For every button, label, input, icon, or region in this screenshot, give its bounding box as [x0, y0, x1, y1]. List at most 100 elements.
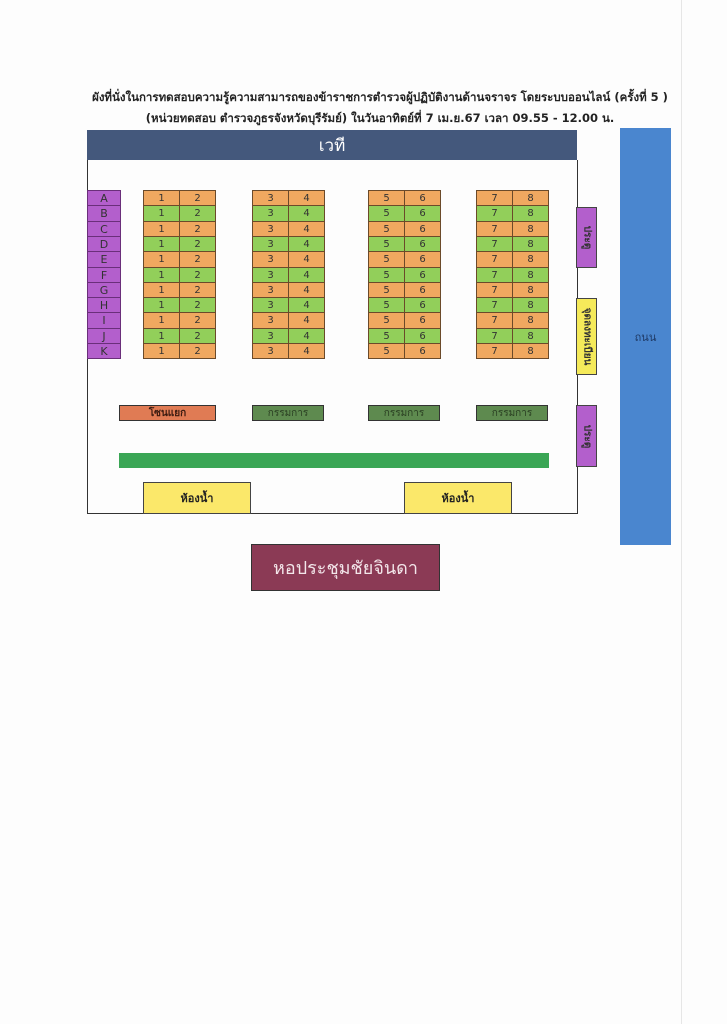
- row-label: K: [87, 343, 121, 359]
- seat: 7: [476, 221, 513, 237]
- seat: 7: [476, 190, 513, 206]
- seat: 5: [368, 343, 405, 359]
- seat: 8: [512, 267, 549, 283]
- seat: 4: [288, 282, 325, 298]
- row-label: A: [87, 190, 121, 206]
- seat: 8: [512, 282, 549, 298]
- seat: 3: [252, 312, 289, 329]
- seat: 1: [143, 282, 180, 298]
- seat: 8: [512, 236, 549, 252]
- seat: 4: [288, 190, 325, 206]
- seat: 3: [252, 190, 289, 206]
- hall-name: หอประชุมชัยจินดา: [251, 544, 440, 591]
- seat: 1: [143, 343, 180, 359]
- registration-label: จุดลงทะเบียน: [581, 307, 593, 366]
- seat: 1: [143, 267, 180, 283]
- row-label: G: [87, 282, 121, 298]
- seat: 1: [143, 221, 180, 237]
- seat: 7: [476, 297, 513, 313]
- seat: 2: [179, 282, 216, 298]
- seat: 5: [368, 328, 405, 344]
- seat: 5: [368, 190, 405, 206]
- seat: 5: [368, 251, 405, 268]
- seat: 1: [143, 190, 180, 206]
- seat: 6: [404, 221, 441, 237]
- page-edge: [681, 0, 682, 1024]
- seat: 8: [512, 251, 549, 268]
- seat: 4: [288, 221, 325, 237]
- seat: 8: [512, 190, 549, 206]
- seat: 7: [476, 267, 513, 283]
- seat: 5: [368, 236, 405, 252]
- seat: 1: [143, 251, 180, 268]
- row-label: C: [87, 221, 121, 237]
- seat: 2: [179, 267, 216, 283]
- seat: 3: [252, 297, 289, 313]
- row-label: F: [87, 267, 121, 283]
- seat: 5: [368, 221, 405, 237]
- seat: 6: [404, 343, 441, 359]
- seat: 2: [179, 205, 216, 222]
- registration-point: จุดลงทะเบียน: [576, 298, 597, 375]
- seat: 4: [288, 267, 325, 283]
- seat: 5: [368, 205, 405, 222]
- row-label: I: [87, 312, 121, 329]
- seat: 1: [143, 236, 180, 252]
- seat: 4: [288, 236, 325, 252]
- door-top-label: ประตู: [581, 225, 592, 250]
- seat: 2: [179, 251, 216, 268]
- seat: 4: [288, 343, 325, 359]
- seat: 4: [288, 205, 325, 222]
- seat: 6: [404, 312, 441, 329]
- seat: 7: [476, 205, 513, 222]
- door-bottom: ประตู: [576, 405, 597, 467]
- seat: 3: [252, 282, 289, 298]
- seat: 8: [512, 328, 549, 344]
- seat: 6: [404, 267, 441, 283]
- seat: 5: [368, 297, 405, 313]
- seat: 2: [179, 328, 216, 344]
- row-label: J: [87, 328, 121, 344]
- seat: 1: [143, 312, 180, 329]
- door-top: ประตู: [576, 207, 597, 268]
- seat: 7: [476, 328, 513, 344]
- seat: 6: [404, 328, 441, 344]
- seat: 5: [368, 267, 405, 283]
- seat: 1: [143, 328, 180, 344]
- title-line-1: ผังที่นั่งในการทดสอบความรู้ความสามารถของ…: [92, 90, 668, 104]
- seat: 4: [288, 328, 325, 344]
- seat: 7: [476, 312, 513, 329]
- seat: 3: [252, 343, 289, 359]
- seat: 2: [179, 236, 216, 252]
- row-label: E: [87, 251, 121, 268]
- seat: 3: [252, 267, 289, 283]
- seat: 4: [288, 297, 325, 313]
- seat: 7: [476, 236, 513, 252]
- seat: 3: [252, 251, 289, 268]
- seat: 3: [252, 236, 289, 252]
- seat: 7: [476, 282, 513, 298]
- seat: 6: [404, 251, 441, 268]
- seat: 6: [404, 282, 441, 298]
- seat: 8: [512, 343, 549, 359]
- seat: 2: [179, 221, 216, 237]
- walkway-bar: [119, 453, 549, 468]
- seat: 8: [512, 205, 549, 222]
- seat: 3: [252, 221, 289, 237]
- seat: 4: [288, 312, 325, 329]
- toilet: ห้องน้ำ: [404, 482, 512, 514]
- row-label: D: [87, 236, 121, 252]
- seat: 8: [512, 221, 549, 237]
- committee-desk: กรรมการ: [476, 405, 548, 421]
- seat: 7: [476, 251, 513, 268]
- road-label: ถนน: [634, 330, 657, 344]
- committee-desk: กรรมการ: [368, 405, 440, 421]
- door-bottom-label: ประตู: [581, 424, 592, 448]
- stage: เวที: [87, 130, 577, 160]
- row-label: B: [87, 205, 121, 222]
- seat: 2: [179, 312, 216, 329]
- seat: 2: [179, 343, 216, 359]
- committee-desk: กรรมการ: [252, 405, 324, 421]
- seat: 5: [368, 312, 405, 329]
